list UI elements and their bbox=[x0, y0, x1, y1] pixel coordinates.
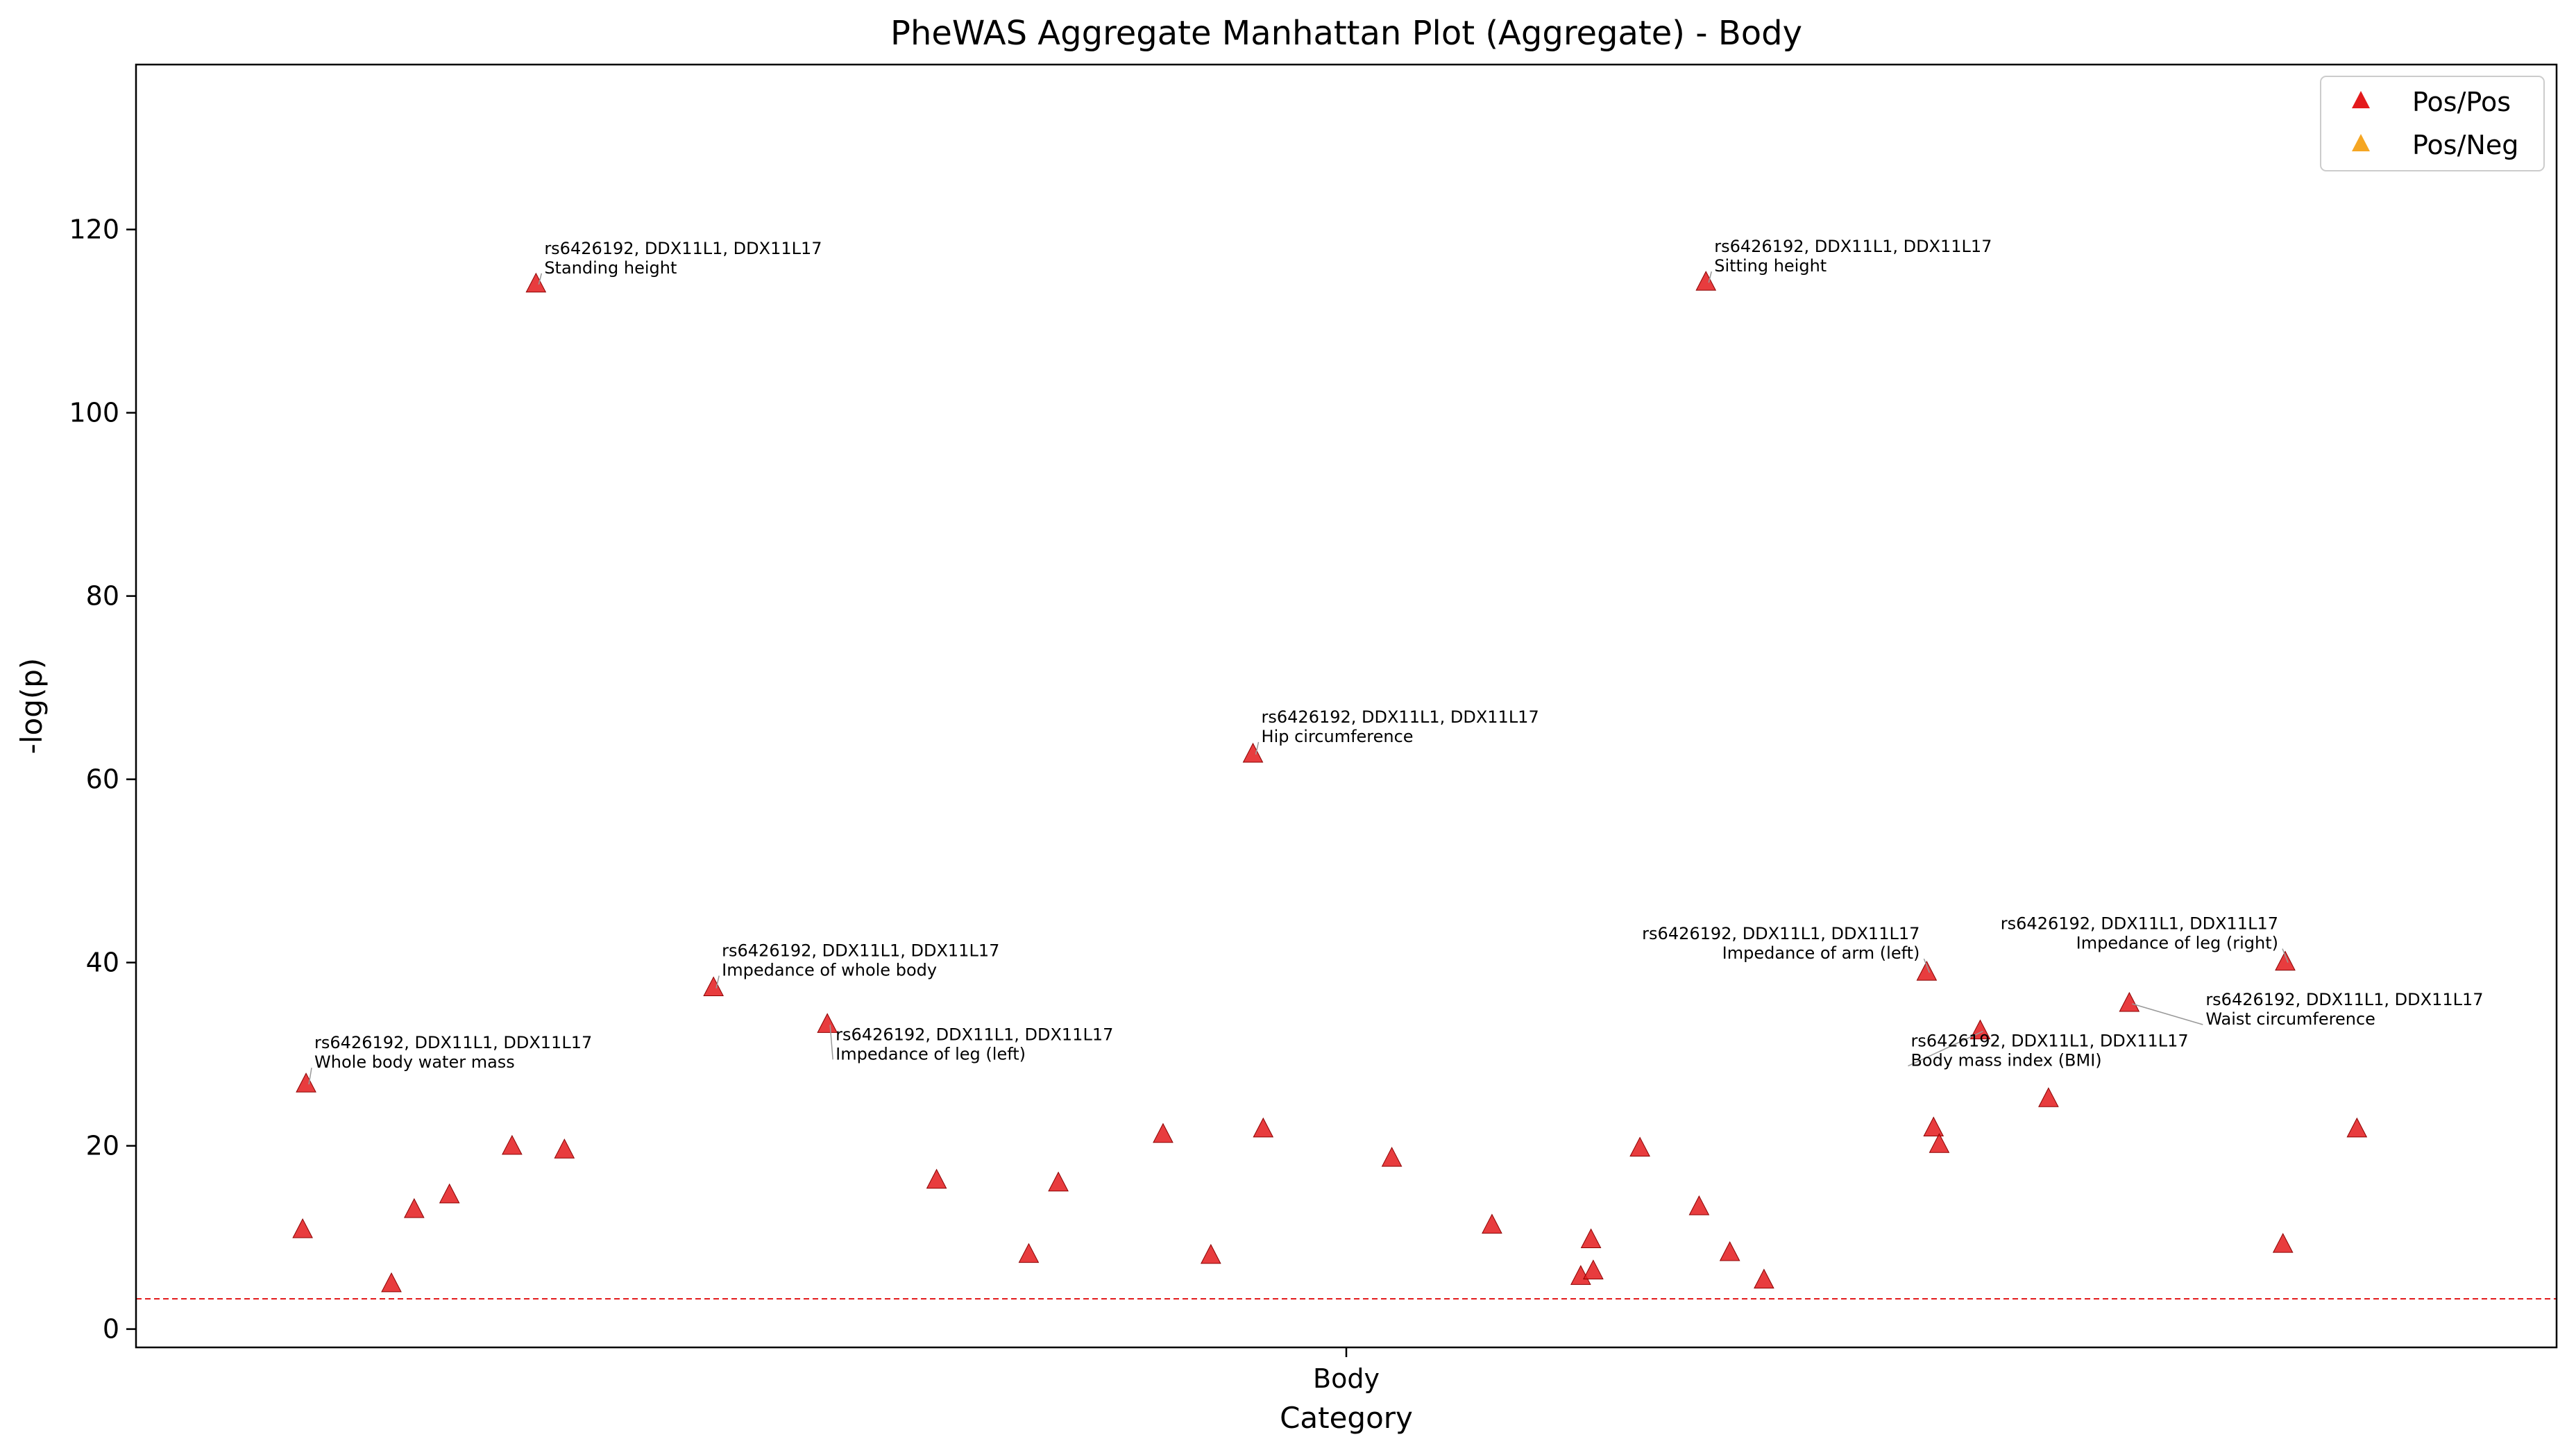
x-tick-label: Body bbox=[1313, 1363, 1380, 1394]
data-point bbox=[296, 1073, 316, 1093]
data-point bbox=[1583, 1259, 1604, 1279]
data-point bbox=[2038, 1087, 2059, 1107]
annotation-gene: rs6426192, DDX11L1, DDX11L17 bbox=[2205, 990, 2483, 1009]
data-point bbox=[1923, 1116, 1944, 1137]
annotation-gene: rs6426192, DDX11L1, DDX11L17 bbox=[1642, 924, 1920, 943]
legend-label-pos-pos: Pos/Pos bbox=[2412, 87, 2511, 117]
annotation-trait: Impedance of leg (right) bbox=[2076, 934, 2278, 953]
data-point bbox=[1381, 1146, 1403, 1167]
legend-marker-pos-pos bbox=[2352, 91, 2370, 108]
data-point bbox=[1688, 1195, 1710, 1216]
annotation-gene: rs6426192, DDX11L1, DDX11L17 bbox=[1910, 1032, 2188, 1051]
x-axis-title: Category bbox=[1280, 1401, 1413, 1435]
annotation-gene: rs6426192, DDX11L1, DDX11L17 bbox=[836, 1025, 1113, 1044]
annotation-arrow bbox=[538, 273, 543, 285]
y-tick-label: 120 bbox=[69, 215, 119, 245]
annotation-gene: rs6426192, DDX11L1, DDX11L17 bbox=[314, 1033, 592, 1052]
annotation-trait: Body mass index (BMI) bbox=[1910, 1051, 2101, 1070]
data-point bbox=[502, 1134, 523, 1155]
data-point bbox=[2275, 950, 2296, 971]
annotation-arrow bbox=[2132, 1003, 2203, 1025]
data-point bbox=[2272, 1233, 2294, 1253]
y-tick-label: 20 bbox=[86, 1131, 119, 1161]
y-tick-label: 60 bbox=[86, 764, 119, 795]
data-point bbox=[1201, 1243, 1221, 1264]
data-point bbox=[1580, 1228, 1602, 1249]
data-point bbox=[404, 1197, 425, 1218]
x-axis: Body bbox=[1313, 1347, 1380, 1394]
y-axis: 0 20 40 60 80 100 120 bbox=[69, 215, 136, 1345]
annotation-arrow bbox=[2282, 948, 2289, 963]
annotation-trait: Whole body water mass bbox=[314, 1052, 515, 1072]
y-tick-label: 40 bbox=[86, 948, 119, 978]
annotation-trait: Impedance of leg (left) bbox=[836, 1044, 1026, 1063]
data-point bbox=[2346, 1117, 2368, 1138]
data-point bbox=[1048, 1171, 1069, 1192]
annotation-trait: Waist circumference bbox=[2205, 1009, 2375, 1029]
data-point bbox=[554, 1138, 575, 1159]
annotation-arrow bbox=[308, 1068, 312, 1085]
data-point bbox=[439, 1183, 460, 1204]
annotation-arrow bbox=[1708, 271, 1712, 283]
chart-title: PheWAS Aggregate Manhattan Plot (Aggrega… bbox=[890, 14, 1802, 53]
annotation-gene: rs6426192, DDX11L1, DDX11L17 bbox=[1714, 237, 1992, 256]
data-point bbox=[1482, 1213, 1502, 1234]
y-tick-label: 80 bbox=[86, 581, 119, 612]
annotation-arrow bbox=[1908, 1030, 1983, 1067]
data-point bbox=[1153, 1122, 1173, 1143]
y-tick-label: 0 bbox=[103, 1314, 119, 1345]
data-point bbox=[1969, 1019, 1991, 1040]
annotation-trait: Impedance of whole body bbox=[722, 961, 937, 980]
data-point bbox=[292, 1218, 313, 1238]
data-point bbox=[1916, 961, 1938, 981]
legend-label-pos-neg: Pos/Neg bbox=[2412, 130, 2518, 160]
data-points bbox=[292, 271, 2368, 1293]
annotation-trait: Sitting height bbox=[1714, 256, 1827, 276]
data-point bbox=[926, 1168, 947, 1189]
annotation-arrow bbox=[1923, 958, 1931, 973]
data-point bbox=[703, 976, 724, 997]
annotation-trait: Standing height bbox=[544, 258, 677, 278]
data-point bbox=[525, 272, 547, 293]
annotation-gene: rs6426192, DDX11L1, DDX11L17 bbox=[2001, 914, 2278, 934]
data-point bbox=[1018, 1243, 1040, 1263]
legend-marker-pos-neg bbox=[2352, 134, 2370, 151]
annotation-gene: rs6426192, DDX11L1, DDX11L17 bbox=[722, 941, 999, 961]
data-point bbox=[1629, 1136, 1650, 1157]
data-point bbox=[1719, 1240, 1740, 1261]
annotation-gene: rs6426192, DDX11L1, DDX11L17 bbox=[1262, 707, 1539, 727]
annotation-gene: rs6426192, DDX11L1, DDX11L17 bbox=[544, 239, 822, 258]
data-point bbox=[1754, 1268, 1774, 1289]
data-point bbox=[2119, 991, 2140, 1012]
data-point bbox=[1253, 1117, 1274, 1138]
y-tick-label: 100 bbox=[69, 398, 119, 428]
data-point bbox=[1242, 742, 1264, 763]
data-point bbox=[1929, 1133, 1950, 1153]
annotation-trait: Impedance of arm (left) bbox=[1722, 943, 1920, 963]
annotation-arrow bbox=[715, 975, 720, 989]
annotation-arrow bbox=[1255, 741, 1260, 755]
annotation-arrow bbox=[829, 1025, 833, 1060]
data-point bbox=[1695, 271, 1717, 291]
legend: Pos/Pos Pos/Neg bbox=[2320, 76, 2545, 171]
legend-frame bbox=[2320, 76, 2545, 171]
plot-frame bbox=[135, 63, 2558, 1349]
annotation-trait: Hip circumference bbox=[1262, 727, 1414, 746]
data-point bbox=[381, 1272, 402, 1293]
y-axis-title: -log(p) bbox=[15, 658, 49, 755]
data-point bbox=[817, 1013, 838, 1033]
